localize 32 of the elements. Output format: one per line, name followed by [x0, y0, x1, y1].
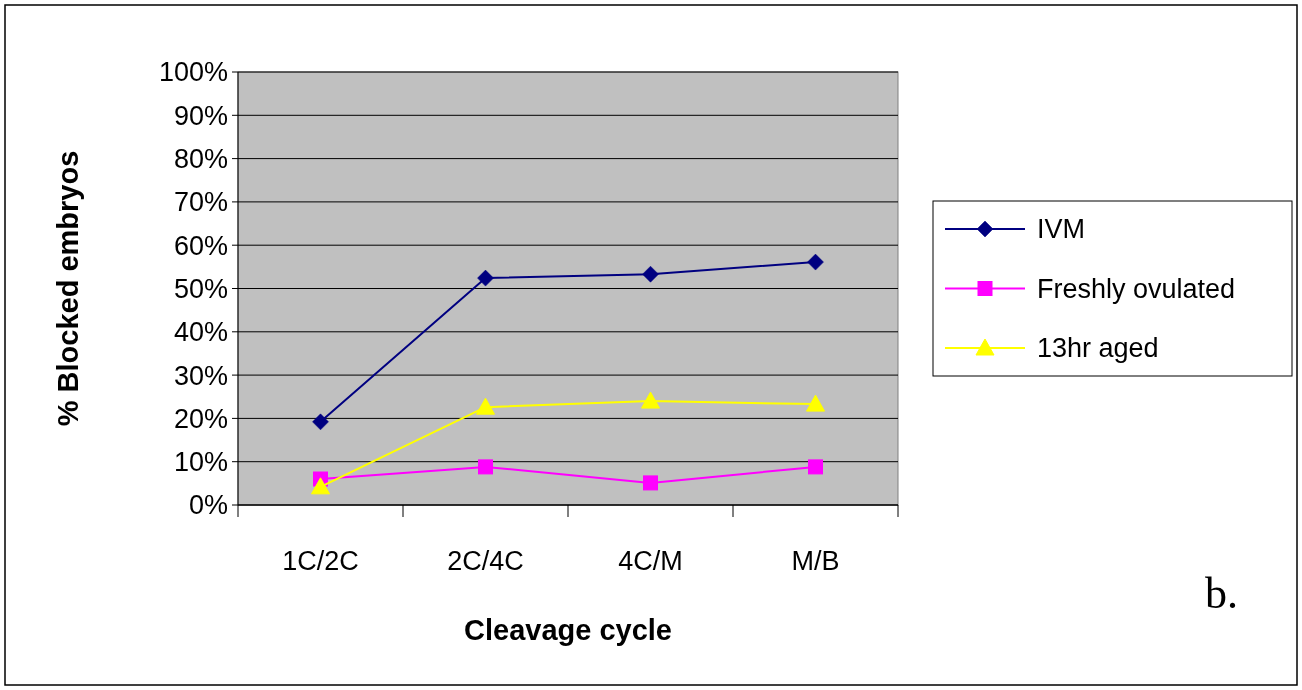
- y-tick-label: 70%: [173, 187, 228, 218]
- x-tick-label: 2C/4C: [447, 546, 524, 576]
- point: [476, 397, 495, 415]
- x-tick-label: 4C/M: [618, 546, 683, 576]
- point: [641, 391, 660, 409]
- point: [312, 413, 329, 431]
- y-axis-title: % Blocked embryos: [52, 150, 84, 427]
- legend-label: IVM: [1037, 214, 1086, 245]
- y-tick-label: 60%: [173, 230, 228, 261]
- y-tick-label: 40%: [173, 317, 228, 348]
- y-tick-label: 10%: [173, 447, 228, 478]
- x-tick-label: M/B: [791, 546, 840, 576]
- x-tick-label: 1C/2C: [282, 546, 359, 576]
- point: [311, 477, 330, 495]
- point: [807, 253, 824, 271]
- text: b.: [1205, 569, 1238, 618]
- legend-label: 13hr aged: [1037, 333, 1159, 364]
- point: [478, 459, 493, 475]
- y-tick-label: 100%: [158, 57, 228, 88]
- point: [642, 265, 659, 283]
- y-tick-label: 30%: [173, 360, 228, 391]
- point: [643, 475, 658, 491]
- point: [477, 269, 494, 287]
- legend-label: Freshly ovulated: [1037, 273, 1236, 304]
- y-tick-label: 20%: [173, 403, 228, 434]
- y-tick-label: 90%: [173, 100, 228, 131]
- x-axis-title: Cleavage cycle: [464, 614, 672, 646]
- y-tick-label: 80%: [173, 144, 228, 175]
- point: [808, 459, 823, 475]
- point: [806, 394, 825, 412]
- y-tick-label: 50%: [173, 273, 228, 304]
- y-tick-label: 0%: [188, 490, 228, 521]
